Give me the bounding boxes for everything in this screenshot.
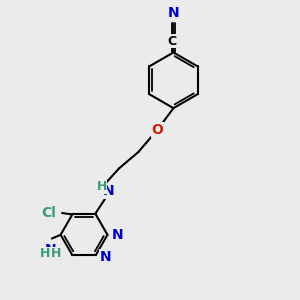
Text: N: N (112, 228, 124, 242)
Text: H: H (40, 248, 50, 260)
Text: C: C (167, 35, 176, 48)
Text: O: O (152, 123, 163, 137)
Text: N: N (99, 250, 111, 264)
Text: N: N (168, 6, 179, 20)
Text: N: N (103, 184, 114, 198)
Text: H: H (50, 248, 61, 260)
Text: H: H (96, 181, 107, 194)
Text: N: N (44, 243, 56, 257)
Text: Cl: Cl (41, 206, 56, 220)
